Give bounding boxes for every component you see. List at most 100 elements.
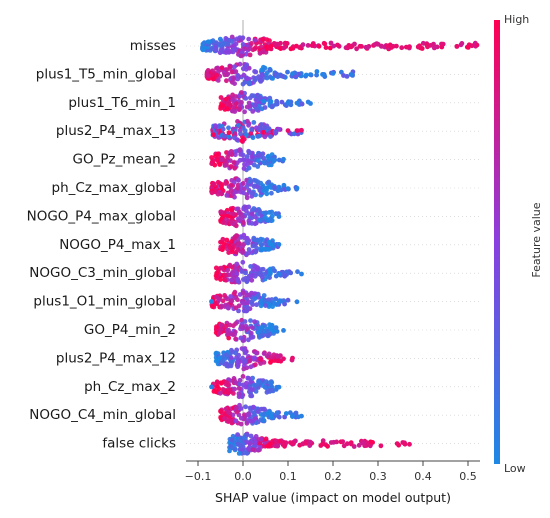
shap-point bbox=[244, 62, 250, 68]
shap-point bbox=[314, 72, 319, 78]
shap-point bbox=[247, 52, 253, 58]
shap-point bbox=[250, 109, 256, 114]
shap-point bbox=[219, 182, 225, 187]
shap-point bbox=[222, 72, 228, 78]
shap-point bbox=[215, 380, 220, 385]
shap-point bbox=[360, 440, 366, 446]
shap-point bbox=[293, 410, 299, 416]
shap-outlier-point bbox=[416, 44, 421, 50]
shap-point bbox=[275, 443, 281, 449]
feature-label: NOGO_P4_max_global bbox=[27, 208, 176, 224]
shap-point bbox=[273, 101, 279, 107]
shap-point bbox=[300, 42, 306, 48]
shap-point bbox=[260, 183, 266, 189]
shap-point bbox=[239, 90, 244, 95]
shap-point bbox=[275, 74, 281, 79]
shap-point bbox=[229, 34, 235, 40]
shap-point bbox=[245, 118, 250, 124]
shap-point bbox=[249, 300, 254, 305]
shap-point bbox=[223, 36, 229, 41]
shap-outlier-point bbox=[285, 100, 291, 106]
shap-point bbox=[284, 41, 290, 46]
shap-point bbox=[231, 291, 237, 297]
shap-point bbox=[220, 358, 225, 364]
shap-point bbox=[222, 293, 228, 298]
shap-point bbox=[261, 411, 267, 417]
shap-point bbox=[363, 44, 369, 50]
shap-point bbox=[251, 162, 257, 168]
shap-point bbox=[234, 206, 240, 212]
shap-point bbox=[256, 152, 262, 158]
shap-point bbox=[234, 36, 240, 42]
shap-point bbox=[245, 326, 251, 331]
shap-point bbox=[264, 246, 270, 252]
shap-point bbox=[255, 94, 261, 100]
shap-point bbox=[399, 45, 405, 51]
shap-point bbox=[256, 208, 262, 214]
shap-point bbox=[261, 351, 267, 356]
shap-point bbox=[240, 214, 246, 220]
shap-point bbox=[227, 387, 233, 393]
shap-point bbox=[269, 190, 274, 196]
feature-label: NOGO_C4_min_global bbox=[29, 407, 176, 423]
shap-point bbox=[272, 268, 277, 274]
shap-point bbox=[282, 273, 288, 278]
shap-outlier-point bbox=[294, 128, 300, 134]
shap-point bbox=[235, 297, 240, 303]
shap-point bbox=[224, 361, 229, 367]
shap-outlier-point bbox=[281, 328, 286, 333]
shap-point bbox=[248, 130, 254, 136]
shap-point bbox=[206, 39, 211, 45]
x-tick-label: 0.3 bbox=[369, 470, 387, 483]
shap-point bbox=[229, 437, 235, 443]
shap-point bbox=[243, 96, 249, 101]
shap-point bbox=[240, 181, 246, 186]
shap-point bbox=[469, 43, 475, 49]
shap-point bbox=[257, 217, 263, 223]
shap-point bbox=[210, 38, 216, 44]
shap-point bbox=[225, 154, 231, 160]
shap-point bbox=[215, 191, 221, 197]
shap-outlier-point bbox=[407, 44, 412, 50]
shap-point bbox=[246, 46, 252, 52]
shap-point bbox=[281, 45, 287, 51]
shap-point bbox=[220, 387, 226, 392]
shap-point bbox=[236, 451, 242, 456]
shap-point bbox=[273, 325, 279, 330]
shap-point bbox=[279, 99, 285, 105]
dot-layer bbox=[200, 34, 480, 456]
shap-point bbox=[240, 152, 246, 158]
shap-outlier-point bbox=[290, 71, 295, 77]
shap-point bbox=[274, 41, 280, 47]
shap-point bbox=[227, 322, 233, 328]
shap-point bbox=[247, 150, 253, 156]
x-tick-label: −0.1 bbox=[185, 470, 212, 483]
shap-point bbox=[283, 411, 289, 416]
shap-point bbox=[264, 160, 270, 166]
shap-point bbox=[241, 366, 247, 372]
shap-outlier-point bbox=[357, 43, 363, 49]
shap-point bbox=[254, 302, 259, 308]
shap-point bbox=[227, 262, 233, 268]
shap-point bbox=[217, 297, 223, 302]
shap-point bbox=[223, 50, 229, 55]
shap-point bbox=[288, 46, 294, 52]
shap-point bbox=[261, 155, 266, 161]
shap-point bbox=[246, 376, 252, 381]
shap-point bbox=[218, 43, 224, 48]
shap-point bbox=[253, 103, 258, 109]
shap-point bbox=[215, 151, 221, 157]
shap-point bbox=[291, 131, 297, 137]
shap-point bbox=[279, 73, 285, 79]
shap-point bbox=[348, 441, 354, 447]
shap-point bbox=[232, 109, 238, 114]
shap-point bbox=[226, 130, 232, 136]
shap-point bbox=[218, 408, 224, 414]
shap-point bbox=[222, 412, 228, 417]
shap-point bbox=[226, 335, 232, 341]
shap-point bbox=[236, 123, 241, 128]
shap-point bbox=[241, 190, 246, 196]
shap-point bbox=[241, 72, 247, 78]
shap-point bbox=[228, 294, 234, 299]
shap-point bbox=[268, 354, 274, 360]
